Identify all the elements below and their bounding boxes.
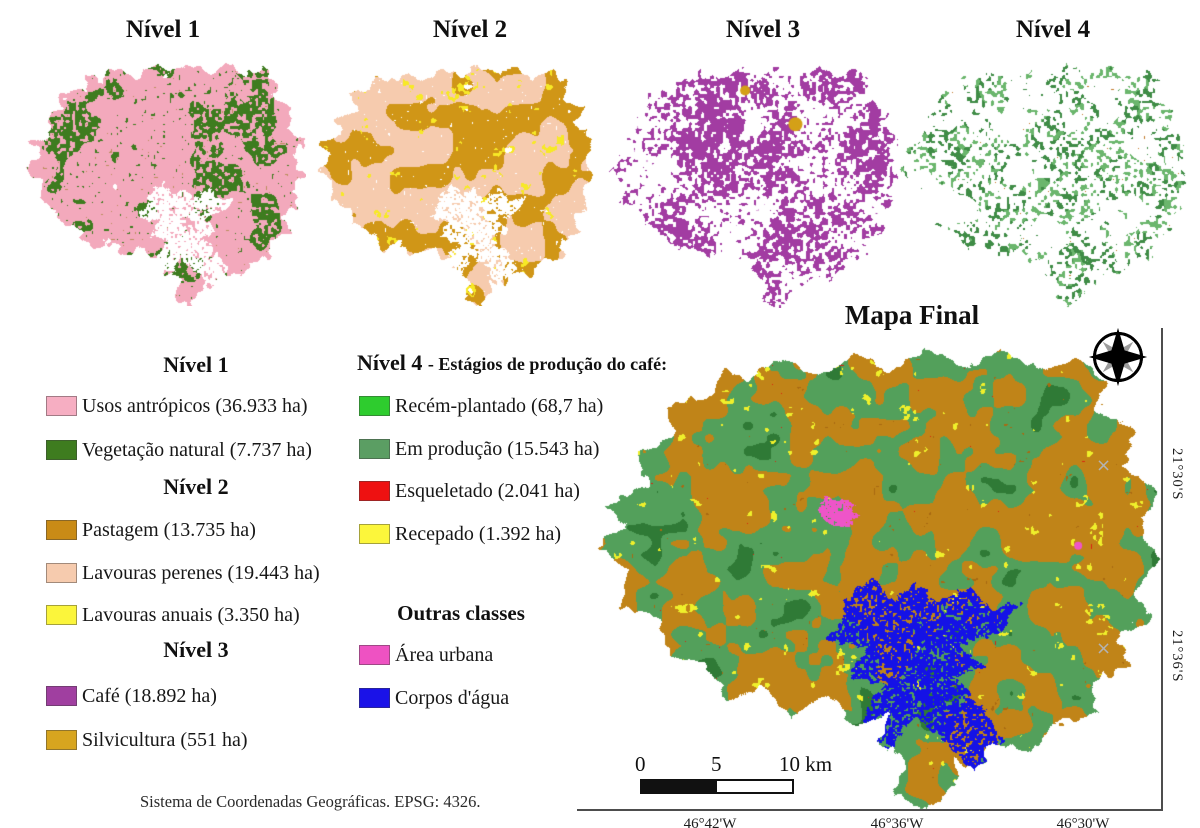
legend-header-nivel4-rest: - Estágios de produção do café:	[427, 354, 668, 374]
legend-swatch	[359, 524, 390, 544]
lat-label-21-30: 21°30'S	[1169, 448, 1185, 501]
nivel3-map	[606, 58, 902, 308]
crs-footnote: Sistema de Coordenadas Geográficas. EPSG…	[140, 792, 481, 811]
legend-label: Recepado (1.392 ha)	[395, 522, 562, 545]
scalebar	[640, 779, 794, 794]
scalebar-5: 5	[711, 752, 722, 776]
legend-label: Pastagem (13.735 ha)	[82, 518, 256, 541]
legend-item-esqueletado: Esqueletado (2.041 ha)	[359, 478, 580, 504]
legend-item-lavouras-anuais: Lavouras anuais (3.350 ha)	[46, 602, 300, 628]
legend-header-outras-classes: Outras classes	[397, 601, 525, 625]
legend-swatch	[359, 396, 390, 416]
legend-swatch	[359, 439, 390, 459]
legend-swatch	[359, 645, 390, 665]
lat-label-21-36: 21°36'S	[1169, 630, 1185, 683]
nivel4-map	[896, 58, 1190, 308]
mapa-final-title: Mapa Final	[844, 300, 980, 330]
compass-rose-icon	[1088, 327, 1148, 387]
map-frame-bottom	[577, 809, 1163, 811]
graticule-cross: ×	[1096, 455, 1112, 476]
panel-title-nivel3: Nível 3	[725, 16, 801, 43]
legend-swatch	[46, 396, 77, 416]
legend-item-cafe: Café (18.892 ha)	[46, 683, 217, 709]
legend-header-nivel2: Nível 2	[163, 474, 229, 499]
legend-label: Recém-plantado (68,7 ha)	[395, 394, 604, 417]
legend-item-usos-antropicos: Usos antrópicos (36.933 ha)	[46, 393, 308, 419]
legend-swatch	[359, 481, 390, 501]
lon-label-46-36: 46°36'W	[870, 816, 924, 828]
legend-swatch	[46, 520, 77, 540]
legend-label: Em produção (15.543 ha)	[395, 437, 600, 460]
legend-item-area-urbana: Área urbana	[359, 642, 493, 668]
scalebar-empty-half	[717, 781, 792, 792]
legend-item-pastagem: Pastagem (13.735 ha)	[46, 517, 256, 543]
legend-label: Vegetação natural (7.737 ha)	[82, 438, 312, 461]
legend-item-lavouras-perenes: Lavouras perenes (19.443 ha)	[46, 560, 320, 586]
legend-label: Usos antrópicos (36.933 ha)	[82, 394, 308, 417]
legend-item-silvicultura: Silvicultura (551 ha)	[46, 727, 248, 753]
legend-header-nivel1: Nível 1	[163, 352, 229, 377]
legend-swatch	[46, 686, 77, 706]
legend-label: Silvicultura (551 ha)	[82, 728, 248, 751]
legend-swatch	[46, 563, 77, 583]
lon-label-46-30: 46°30'W	[1056, 816, 1110, 828]
legend-label: Café (18.892 ha)	[82, 684, 217, 707]
legend-header-nivel4-main: Nível 4	[357, 350, 423, 375]
graticule-cross: ×	[1096, 638, 1112, 659]
nivel2-map	[314, 58, 596, 306]
legend-header-nivel4: Nível 4 - Estágios de produção do café:	[357, 350, 667, 376]
legend-item-recepado: Recepado (1.392 ha)	[359, 521, 561, 547]
scalebar-10: 10 km	[779, 752, 833, 776]
legend-label: Área urbana	[395, 643, 494, 666]
legend-swatch	[46, 730, 77, 750]
legend-swatch	[46, 605, 77, 625]
scalebar-filled-half	[642, 781, 717, 792]
legend-item-corpos-dagua: Corpos d'água	[359, 685, 509, 711]
scalebar-0: 0	[635, 752, 646, 776]
legend-label: Corpos d'água	[395, 686, 510, 709]
legend-label: Lavouras anuais (3.350 ha)	[82, 603, 300, 626]
panel-title-nivel1: Nível 1	[125, 16, 201, 43]
legend-header-nivel3: Nível 3	[163, 637, 229, 662]
legend-label: Esqueletado (2.041 ha)	[395, 479, 580, 502]
legend-item-em-producao: Em produção (15.543 ha)	[359, 436, 599, 462]
legend-swatch	[359, 688, 390, 708]
legend-item-recem-plantado: Recém-plantado (68,7 ha)	[359, 393, 603, 419]
panel-title-nivel2: Nível 2	[432, 16, 508, 43]
legend-item-vegetacao-natural: Vegetação natural (7.737 ha)	[46, 437, 312, 463]
legend-label: Lavouras perenes (19.443 ha)	[82, 561, 320, 584]
nivel1-map	[24, 56, 306, 306]
mapa-final-map	[592, 334, 1164, 810]
panel-title-nivel4: Nível 4	[1015, 16, 1091, 43]
lon-label-46-42: 46°42'W	[683, 816, 737, 828]
legend-swatch	[46, 440, 77, 460]
map-frame-right	[1161, 328, 1163, 810]
